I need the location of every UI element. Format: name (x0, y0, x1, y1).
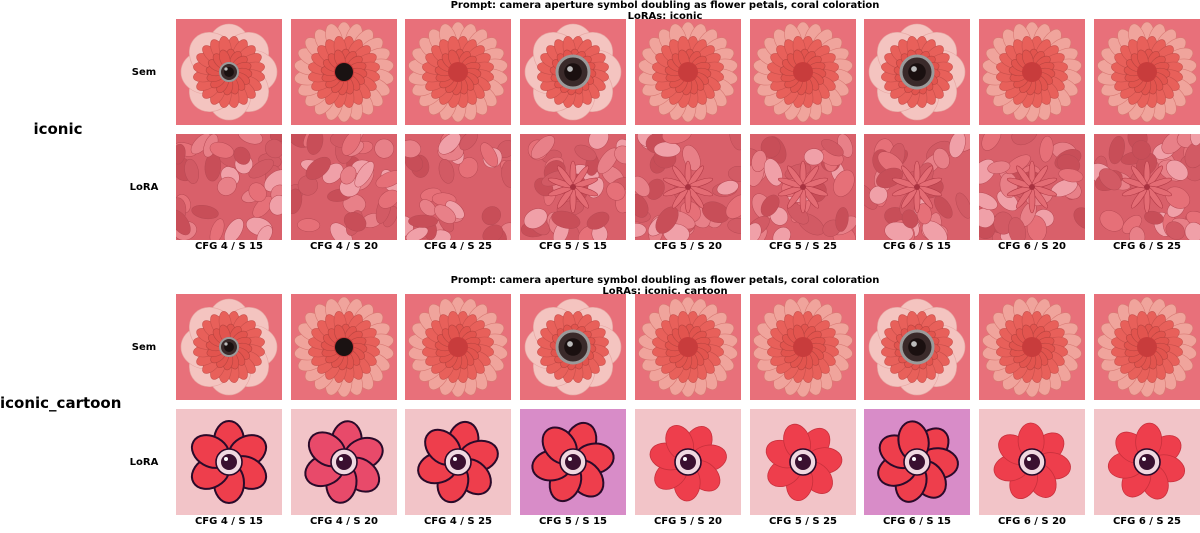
loras-text-2: LoRAs: iconic, cartoon (602, 286, 728, 297)
group-label-iconic: iconic (33, 120, 83, 138)
column-label-1-8: CFG 6 / S 25 (1112, 516, 1182, 527)
loras-text-1: LoRAs: iconic (627, 11, 703, 22)
column-label-0-0: CFG 4 / S 15 (194, 241, 264, 252)
image-tile-iconic_cartoon-lora-0 (176, 409, 282, 515)
image-tile-iconic-sem-5 (750, 19, 856, 125)
image-tile-iconic-lora-6 (864, 134, 970, 240)
row-label-lora-1: LoRA (129, 182, 159, 193)
column-label-0-4: CFG 5 / S 20 (653, 241, 723, 252)
column-label-0-6: CFG 6 / S 15 (882, 241, 952, 252)
image-tile-iconic-sem-0 (176, 19, 282, 125)
image-tile-iconic_cartoon-sem-3 (520, 294, 626, 400)
row-label-sem-2: Sem (131, 342, 157, 353)
image-tile-iconic-sem-6 (864, 19, 970, 125)
image-tile-iconic-sem-4 (635, 19, 741, 125)
image-tile-iconic_cartoon-lora-1 (291, 409, 397, 515)
image-tile-iconic_cartoon-sem-6 (864, 294, 970, 400)
prompt-title-2: Prompt: camera aperture symbol doubling … (420, 275, 910, 297)
group-label-iconic-cartoon: iconic_cartoon (0, 394, 122, 412)
prompt-title-1: Prompt: camera aperture symbol doubling … (420, 0, 910, 22)
image-tile-iconic-lora-3 (520, 134, 626, 240)
image-tile-iconic-lora-5 (750, 134, 856, 240)
row-label-lora-2: LoRA (129, 457, 159, 468)
image-tile-iconic_cartoon-lora-5 (750, 409, 856, 515)
column-label-1-2: CFG 4 / S 25 (423, 516, 493, 527)
image-tile-iconic_cartoon-lora-4 (635, 409, 741, 515)
image-tile-iconic_cartoon-lora-2 (405, 409, 511, 515)
image-tile-iconic-lora-0 (176, 134, 282, 240)
column-label-0-3: CFG 5 / S 15 (538, 241, 608, 252)
column-label-0-1: CFG 4 / S 20 (309, 241, 379, 252)
column-label-0-8: CFG 6 / S 25 (1112, 241, 1182, 252)
column-label-1-4: CFG 5 / S 20 (653, 516, 723, 527)
image-tile-iconic_cartoon-sem-4 (635, 294, 741, 400)
column-label-0-7: CFG 6 / S 20 (997, 241, 1067, 252)
image-tile-iconic_cartoon-sem-0 (176, 294, 282, 400)
image-tile-iconic_cartoon-lora-3 (520, 409, 626, 515)
column-label-0-5: CFG 5 / S 25 (768, 241, 838, 252)
image-tile-iconic_cartoon-sem-1 (291, 294, 397, 400)
column-label-0-2: CFG 4 / S 25 (423, 241, 493, 252)
image-tile-iconic-sem-8 (1094, 19, 1200, 125)
column-label-1-3: CFG 5 / S 15 (538, 516, 608, 527)
column-label-1-7: CFG 6 / S 20 (997, 516, 1067, 527)
prompt-text-1: Prompt: camera aperture symbol doubling … (450, 0, 880, 11)
image-tile-iconic_cartoon-sem-2 (405, 294, 511, 400)
image-tile-iconic-lora-8 (1094, 134, 1200, 240)
image-tile-iconic-lora-4 (635, 134, 741, 240)
column-label-1-0: CFG 4 / S 15 (194, 516, 264, 527)
image-tile-iconic_cartoon-lora-6 (864, 409, 970, 515)
image-tile-iconic-sem-3 (520, 19, 626, 125)
image-tile-iconic-sem-2 (405, 19, 511, 125)
row-label-sem-1: Sem (131, 67, 157, 78)
image-tile-iconic_cartoon-sem-8 (1094, 294, 1200, 400)
image-tile-iconic-sem-1 (291, 19, 397, 125)
image-tile-iconic-sem-7 (979, 19, 1085, 125)
image-tile-iconic-lora-1 (291, 134, 397, 240)
column-label-1-6: CFG 6 / S 15 (882, 516, 952, 527)
column-label-1-5: CFG 5 / S 25 (768, 516, 838, 527)
image-tile-iconic-lora-2 (405, 134, 511, 240)
image-tile-iconic_cartoon-sem-5 (750, 294, 856, 400)
image-tile-iconic_cartoon-lora-7 (979, 409, 1085, 515)
image-tile-iconic-lora-7 (979, 134, 1085, 240)
image-tile-iconic_cartoon-lora-8 (1094, 409, 1200, 515)
image-tile-iconic_cartoon-sem-7 (979, 294, 1085, 400)
prompt-text-2: Prompt: camera aperture symbol doubling … (450, 275, 880, 286)
column-label-1-1: CFG 4 / S 20 (309, 516, 379, 527)
